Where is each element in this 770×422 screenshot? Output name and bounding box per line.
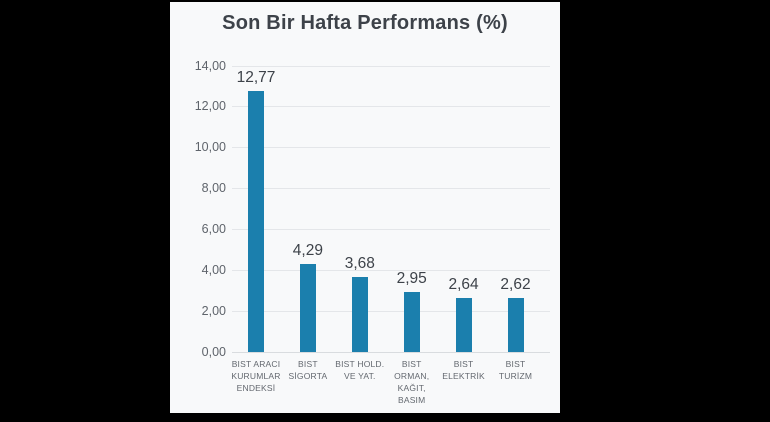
x-category-label: BIST ARACI KURUMLAR ENDEKSİ: [224, 358, 288, 394]
x-category-label-line: BIST: [453, 359, 474, 369]
y-axis-tick-label: 4,00: [201, 263, 226, 278]
x-category-label-line: VE YAT.: [343, 371, 376, 381]
y-axis-tick-label: 2,00: [201, 304, 226, 319]
x-category-label-line: BIST ARACI: [231, 359, 281, 369]
y-axis-tick-label: 12,00: [194, 99, 226, 114]
gridline: [232, 147, 550, 149]
bar: [507, 298, 524, 352]
x-axis-line: [232, 352, 550, 353]
bar: [248, 90, 264, 352]
x-category-label-line: BIST HOLD.: [335, 359, 385, 369]
x-category-label-line: BIST: [298, 359, 318, 369]
x-category-label-line: ELEKTRİK: [442, 371, 485, 381]
y-axis-tick-label: 8,00: [201, 181, 226, 196]
x-category-label: BIST TURİZM: [484, 358, 548, 382]
x-category-label-line: KAĞIT,: [397, 383, 426, 393]
x-category-label: BIST ELEKTRİK: [432, 358, 496, 382]
x-category-label-line: TURİZM: [498, 371, 533, 381]
bar-value-label: 4,29: [292, 242, 323, 260]
bar-value-label: 3,68: [344, 254, 375, 272]
gridline: [232, 270, 550, 272]
bar-value-label: 2,62: [500, 276, 531, 294]
x-category-label: BIST ORMAN, KAĞIT, BASIM: [380, 358, 444, 406]
x-category-label-line: BIST: [401, 359, 422, 369]
bar-value-label: 2,64: [448, 275, 479, 293]
gridline: [232, 188, 550, 190]
gridline: [232, 311, 550, 313]
x-category-label: BIST HOLD. VE YAT.: [328, 358, 392, 382]
x-category-label-line: BIST: [505, 359, 526, 369]
bar-value-label: 12,77: [236, 68, 276, 86]
x-category-label-line: ENDEKSİ: [236, 383, 276, 393]
gridline: [232, 106, 550, 108]
x-category-label-line: ORMAN,: [394, 371, 430, 381]
x-category-label-line: BASIM: [397, 395, 426, 405]
bar: [299, 264, 316, 352]
chart-title: Son Bir Hafta Performans (%): [222, 12, 508, 34]
x-category-label: BIST SİGORTA: [276, 358, 340, 382]
y-axis-tick-label: 0,00: [201, 345, 226, 359]
bar: [403, 291, 420, 352]
chart-card: Son Bir Hafta Performans (%) 0,00 2,00 4,0…: [170, 2, 560, 413]
y-axis-tick-label: 6,00: [201, 222, 226, 237]
bar-value-label: 2,95: [396, 269, 427, 287]
bar: [351, 276, 368, 352]
gridline: [232, 65, 550, 67]
gridline: [232, 229, 550, 231]
x-category-label-line: KURUMLAR: [231, 371, 281, 381]
y-axis-tick-label: 10,00: [194, 140, 226, 155]
bar: [455, 297, 472, 352]
y-axis-tick-label: 14,00: [194, 58, 226, 73]
x-category-label-line: SİGORTA: [288, 371, 328, 381]
